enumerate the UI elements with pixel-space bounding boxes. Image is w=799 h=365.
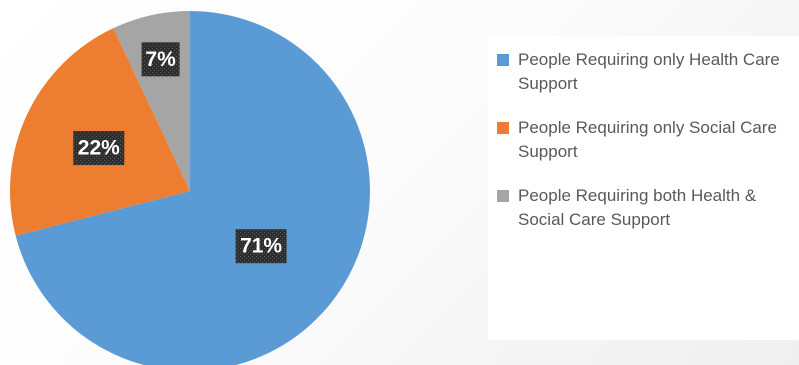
- data-label-social-only: 22%: [73, 131, 125, 166]
- data-label-health-and-social: 7%: [141, 42, 180, 77]
- data-label-health-only-box: [235, 229, 287, 264]
- data-label-social-only-box: [73, 131, 125, 166]
- pie-data-labels: 71% 22% 7%: [73, 42, 287, 264]
- legend-label-health-and-social: People Requiring both Health & Social Ca…: [518, 186, 757, 229]
- legend: People Requiring only Health Care Suppor…: [488, 36, 799, 340]
- legend-swatch-social-only: [497, 122, 509, 134]
- data-label-health-and-social-box: [141, 42, 180, 77]
- legend-item-social-only: People Requiring only Social Care Suppor…: [497, 116, 799, 164]
- legend-item-health-only: People Requiring only Health Care Suppor…: [497, 48, 799, 96]
- pie-slice-health-only: [15, 11, 370, 365]
- data-label-health-only-text: 71%: [240, 235, 282, 258]
- legend-swatch-health-and-social: [497, 190, 509, 202]
- pie-slices: [10, 11, 370, 365]
- data-label-social-only-text: 22%: [78, 137, 120, 160]
- legend-label-health-only: People Requiring only Health Care Suppor…: [518, 50, 780, 93]
- legend-item-health-and-social: People Requiring both Health & Social Ca…: [497, 184, 799, 232]
- legend-label-social-only: People Requiring only Social Care Suppor…: [518, 118, 777, 161]
- data-label-health-only: 71%: [235, 229, 287, 264]
- legend-swatch-health-only: [497, 54, 509, 66]
- data-label-health-and-social-text: 7%: [145, 48, 176, 71]
